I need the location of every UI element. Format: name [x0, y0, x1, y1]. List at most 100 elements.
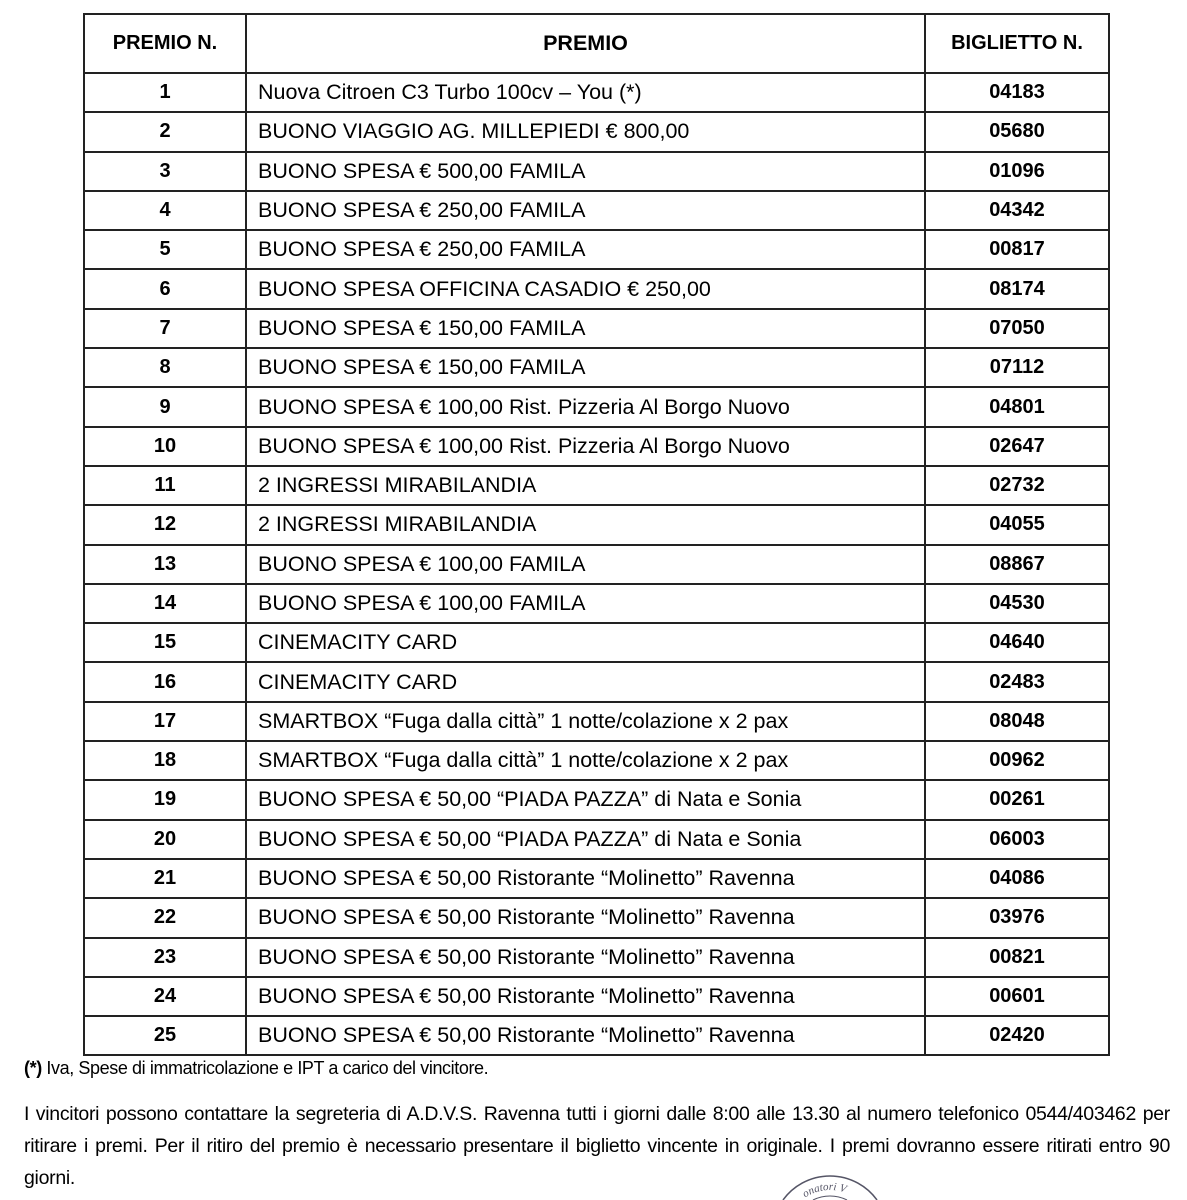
footnote: (*) Iva, Spese di immatricolazione e IPT… [24, 1058, 489, 1079]
ticket-number: 00601 [924, 975, 1110, 1018]
table-row: 24 BUONO SPESA € 50,00 Ristorante “Moline… [83, 975, 1110, 1018]
prize-number: 18 [83, 740, 247, 782]
prize-description: SMARTBOX “Fuga dalla città” 1 notte/cola… [245, 700, 926, 743]
ticket-number: 04530 [924, 582, 1110, 625]
prize-number: 20 [83, 818, 247, 860]
prize-description: SMARTBOX “Fuga dalla città” 1 notte/cola… [245, 740, 926, 782]
prize-description: BUONO SPESA € 50,00 Ristorante “Molinett… [245, 936, 926, 978]
prize-description: BUONO SPESA € 50,00 Ristorante “Molinett… [245, 857, 926, 900]
ticket-number: 04055 [924, 504, 1110, 546]
prize-number: 24 [83, 975, 247, 1018]
prize-description: CINEMACITY CARD [245, 622, 926, 664]
table-row: 2 BUONO VIAGGIO AG. MILLEPIEDI € 800,00 05… [83, 111, 1110, 153]
prize-number: 1 [83, 71, 247, 114]
ticket-number: 00261 [924, 779, 1110, 821]
prize-description: BUONO SPESA € 50,00 Ristorante “Molinett… [245, 975, 926, 1018]
table-row: 20 BUONO SPESA € 50,00 “PIADA PAZZA” di N… [83, 818, 1110, 860]
ticket-number: 08174 [924, 268, 1110, 310]
prize-number: 21 [83, 857, 247, 900]
prize-description: BUONO SPESA € 150,00 FAMILA [245, 307, 926, 350]
table-row: 1 Nuova Citroen C3 Turbo 100cv – You (*) 0… [83, 71, 1110, 114]
table-row: 17 SMARTBOX “Fuga dalla città” 1 notte/co… [83, 700, 1110, 743]
prize-number: 4 [83, 189, 247, 232]
table-row: 16 CINEMACITY CARD 02483 [83, 661, 1110, 703]
ticket-number: 04342 [924, 189, 1110, 232]
table-row: 19 BUONO SPESA € 50,00 “PIADA PAZZA” di N… [83, 779, 1110, 821]
table-row: 8 BUONO SPESA € 150,00 FAMILA 07112 [83, 347, 1110, 389]
prize-description: BUONO SPESA € 100,00 Rist. Pizzeria Al B… [245, 386, 926, 428]
prize-description: BUONO SPESA OFFICINA CASADIO € 250,00 [245, 268, 926, 310]
table-row: 13 BUONO SPESA € 100,00 FAMILA 08867 [83, 543, 1110, 585]
ticket-number: 05680 [924, 111, 1110, 153]
table-row: 22 BUONO SPESA € 50,00 Ristorante “Moline… [83, 897, 1110, 939]
prize-description: 2 INGRESSI MIRABILANDIA [245, 504, 926, 546]
prize-description: BUONO SPESA € 150,00 FAMILA [245, 347, 926, 389]
ticket-number: 04183 [924, 71, 1110, 114]
ticket-number: 02420 [924, 1015, 1110, 1057]
prize-number: 23 [83, 936, 247, 978]
prize-number: 9 [83, 386, 247, 428]
prize-description: BUONO SPESA € 50,00 Ristorante “Molinett… [245, 1015, 926, 1057]
prize-description: BUONO SPESA € 500,00 FAMILA [245, 150, 926, 192]
table-row: 25 BUONO SPESA € 50,00 Ristorante “Moline… [83, 1015, 1110, 1057]
prize-number: 17 [83, 700, 247, 743]
prize-description: BUONO SPESA € 50,00 “PIADA PAZZA” di Nat… [245, 779, 926, 821]
prize-number: 5 [83, 229, 247, 271]
ticket-number: 07050 [924, 307, 1110, 350]
prize-number: 19 [83, 779, 247, 821]
prize-description: BUONO SPESA € 250,00 FAMILA [245, 189, 926, 232]
table-row: 5 BUONO SPESA € 250,00 FAMILA 00817 [83, 229, 1110, 271]
prize-number: 25 [83, 1015, 247, 1057]
ticket-number: 02483 [924, 661, 1110, 703]
table-row: 10 BUONO SPESA € 100,00 Rist. Pizzeria Al… [83, 425, 1110, 467]
table-row: 21 BUONO SPESA € 50,00 Ristorante “Moline… [83, 857, 1110, 900]
prize-table: PREMIO N. PREMIO BIGLIETTO N. 1 Nuova Cit… [83, 13, 1110, 1057]
prize-number: 16 [83, 661, 247, 703]
prize-number: 11 [83, 464, 247, 507]
stamp-inner-ring [812, 1195, 848, 1200]
prize-description: BUONO VIAGGIO AG. MILLEPIEDI € 800,00 [245, 111, 926, 153]
table-row: 9 BUONO SPESA € 100,00 Rist. Pizzeria Al … [83, 386, 1110, 428]
prize-description: BUONO SPESA € 100,00 FAMILA [245, 543, 926, 585]
prize-description: 2 INGRESSI MIRABILANDIA [245, 464, 926, 507]
table-row: 14 BUONO SPESA € 100,00 FAMILA 04530 [83, 582, 1110, 625]
header-biglietto: BIGLIETTO N. [924, 13, 1110, 74]
prize-number: 8 [83, 347, 247, 389]
table-row: 7 BUONO SPESA € 150,00 FAMILA 07050 [83, 307, 1110, 350]
table-row: 15 CINEMACITY CARD 04640 [83, 622, 1110, 664]
ticket-number: 00817 [924, 229, 1110, 271]
prize-number: 10 [83, 425, 247, 467]
prize-description: BUONO SPESA € 250,00 FAMILA [245, 229, 926, 271]
header-premio-n: PREMIO N. [83, 13, 247, 74]
ticket-number: 01096 [924, 150, 1110, 192]
ticket-number: 08867 [924, 543, 1110, 585]
ticket-number: 03976 [924, 897, 1110, 939]
prize-number: 15 [83, 622, 247, 664]
stamp-outer-ring [782, 1175, 878, 1200]
svg-text:onatori V: onatori V [800, 1181, 849, 1200]
prize-number: 2 [83, 111, 247, 153]
prize-number: 3 [83, 150, 247, 192]
prize-number: 12 [83, 504, 247, 546]
info-paragraph: I vincitori possono contattare la segret… [24, 1103, 1170, 1189]
ticket-number: 04086 [924, 857, 1110, 900]
prize-number: 14 [83, 582, 247, 625]
prize-description: BUONO SPESA € 100,00 FAMILA [245, 582, 926, 625]
table-row: 11 2 INGRESSI MIRABILANDIA 02732 [83, 464, 1110, 507]
prize-description: Nuova Citroen C3 Turbo 100cv – You (*) [245, 71, 926, 114]
stamp-seal: onatori V [782, 1175, 878, 1200]
table-header: PREMIO N. PREMIO BIGLIETTO N. [83, 13, 1110, 74]
header-premio: PREMIO [245, 13, 926, 74]
ticket-number: 02647 [924, 425, 1110, 467]
ticket-number: 00821 [924, 936, 1110, 978]
prize-number: 22 [83, 897, 247, 939]
table-row: 6 BUONO SPESA OFFICINA CASADIO € 250,00 08… [83, 268, 1110, 310]
footnote-marker: (*) [24, 1058, 42, 1078]
prize-description: BUONO SPESA € 50,00 “PIADA PAZZA” di Nat… [245, 818, 926, 860]
ticket-number: 02732 [924, 464, 1110, 507]
prize-description: CINEMACITY CARD [245, 661, 926, 703]
table-row: 4 BUONO SPESA € 250,00 FAMILA 04342 [83, 189, 1110, 232]
prize-number: 7 [83, 307, 247, 350]
ticket-number: 04801 [924, 386, 1110, 428]
stamp-text: onatori V [800, 1181, 849, 1200]
